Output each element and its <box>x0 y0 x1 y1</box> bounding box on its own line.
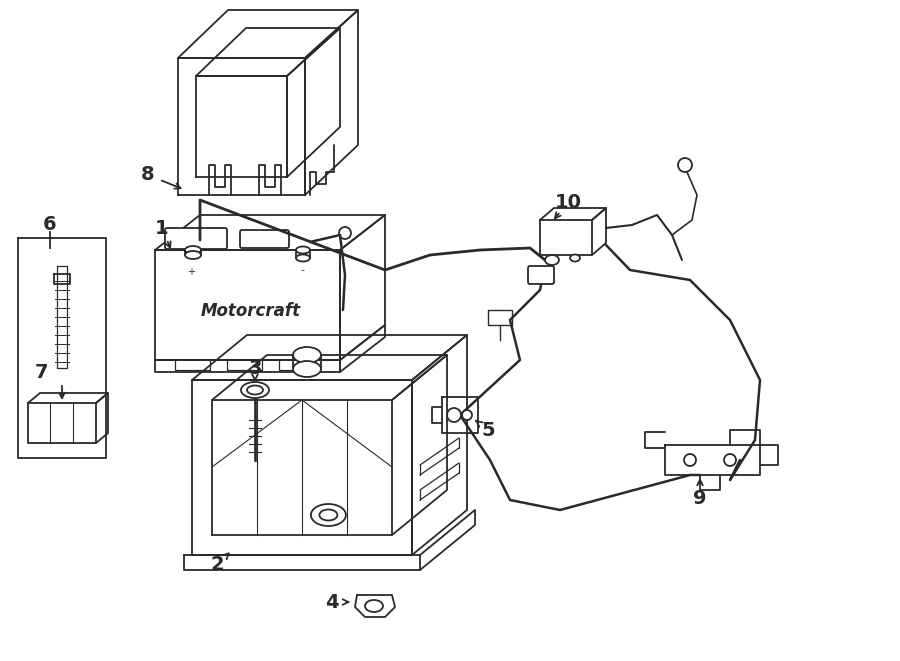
Ellipse shape <box>247 385 263 395</box>
Text: 10: 10 <box>554 192 581 212</box>
Ellipse shape <box>241 382 269 398</box>
Text: Motorcraft: Motorcraft <box>201 301 302 319</box>
Ellipse shape <box>310 504 346 526</box>
Ellipse shape <box>185 246 201 254</box>
Circle shape <box>447 408 461 422</box>
Text: 3: 3 <box>248 358 262 377</box>
Text: 2: 2 <box>211 555 224 574</box>
Text: 1: 1 <box>155 219 169 237</box>
Circle shape <box>678 158 692 172</box>
Circle shape <box>724 454 736 466</box>
Text: 7: 7 <box>35 364 49 383</box>
FancyBboxPatch shape <box>165 228 227 249</box>
Text: 6: 6 <box>43 215 57 235</box>
Text: 9: 9 <box>693 488 706 508</box>
Ellipse shape <box>293 361 321 377</box>
FancyBboxPatch shape <box>528 266 554 284</box>
FancyBboxPatch shape <box>240 230 289 248</box>
Ellipse shape <box>320 510 338 520</box>
Text: 8: 8 <box>141 165 155 184</box>
Ellipse shape <box>296 247 310 254</box>
Circle shape <box>684 454 696 466</box>
Ellipse shape <box>293 347 321 363</box>
Ellipse shape <box>570 254 580 262</box>
Ellipse shape <box>185 251 201 259</box>
Ellipse shape <box>365 600 383 612</box>
Text: +: + <box>187 267 195 277</box>
Ellipse shape <box>545 255 559 265</box>
Text: 5: 5 <box>482 420 495 440</box>
Circle shape <box>462 410 472 420</box>
Ellipse shape <box>296 254 310 262</box>
Text: 4: 4 <box>325 592 338 611</box>
Text: -: - <box>300 265 304 275</box>
Circle shape <box>339 227 351 239</box>
